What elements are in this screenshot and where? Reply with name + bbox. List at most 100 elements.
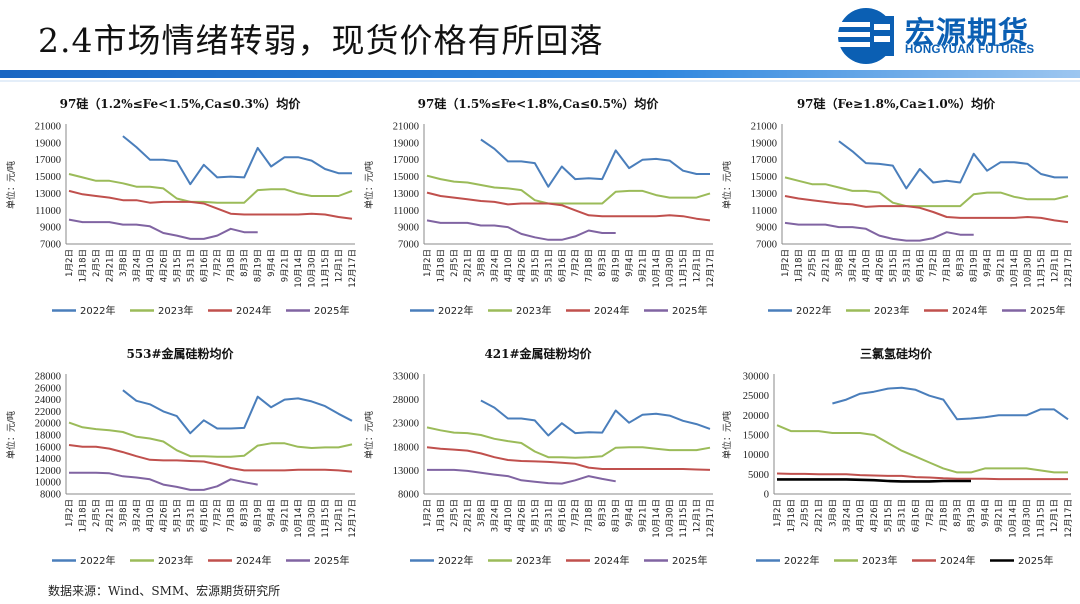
y-tick-label: 15000 bbox=[751, 172, 777, 183]
y-tick-label: 17000 bbox=[35, 155, 61, 166]
x-tick-label: 11月15日 bbox=[1036, 499, 1046, 538]
x-tick-label: 8月19日 bbox=[967, 499, 977, 532]
y-tick-label: 8000 bbox=[398, 490, 419, 501]
x-tick-label: 1月2日 bbox=[65, 249, 75, 277]
series-line-2023年 bbox=[426, 426, 711, 459]
x-tick-label: 8月19日 bbox=[970, 249, 980, 282]
x-tick-label: 2月21日 bbox=[821, 249, 831, 282]
x-tick-label: 2月5日 bbox=[92, 499, 102, 527]
x-tick-label: 7月2日 bbox=[213, 499, 223, 527]
x-tick-label: 5月15日 bbox=[531, 249, 541, 282]
x-tick-label: 4月10日 bbox=[146, 249, 156, 282]
legend-label: 2025年 bbox=[314, 304, 349, 317]
x-tick-label: 10月14日 bbox=[1009, 499, 1019, 538]
x-tick-label: 1月2日 bbox=[781, 249, 791, 277]
x-tick-label: 2月21日 bbox=[463, 499, 473, 532]
x-tick-label: 5月15日 bbox=[173, 499, 183, 532]
x-tick-label: 2月5日 bbox=[450, 499, 460, 527]
x-tick-label: 1月18日 bbox=[78, 499, 88, 532]
x-tick-label: 3月24日 bbox=[490, 249, 500, 282]
x-tick-label: 7月18日 bbox=[585, 499, 595, 532]
y-axis-label: 单位：元/吨 bbox=[721, 161, 733, 209]
x-tick-label: 12月1日 bbox=[1051, 249, 1061, 282]
x-tick-label: 10月14日 bbox=[294, 499, 304, 538]
y-tick-label: 18000 bbox=[393, 442, 419, 453]
legend-label: 2024年 bbox=[940, 554, 975, 567]
x-tick-label: 5月15日 bbox=[884, 499, 894, 532]
x-tick-label: 4月26日 bbox=[159, 249, 169, 282]
x-tick-label: 12月17日 bbox=[1064, 249, 1074, 288]
y-tick-label: 11000 bbox=[751, 206, 777, 217]
x-tick-label: 9月21日 bbox=[639, 249, 649, 282]
y-axis-label: 单位：元/吨 bbox=[721, 411, 733, 459]
y-tick-label: 28000 bbox=[35, 372, 61, 383]
x-tick-label: 3月24日 bbox=[132, 499, 142, 532]
x-tick-label: 4月10日 bbox=[504, 499, 514, 532]
legend-label: 2022年 bbox=[80, 304, 115, 317]
x-tick-label: 7月18日 bbox=[227, 499, 237, 532]
series-line-2025年 bbox=[784, 221, 974, 242]
series-line-2025年 bbox=[777, 478, 971, 483]
x-tick-label: 3月24日 bbox=[132, 249, 142, 282]
x-tick-label: 6月16日 bbox=[558, 499, 568, 532]
series-line-2024年 bbox=[426, 191, 711, 222]
x-tick-label: 12月1日 bbox=[693, 249, 703, 282]
x-tick-label: 2月5日 bbox=[92, 249, 102, 277]
hongyuan-logo-icon bbox=[838, 8, 894, 64]
header-divider bbox=[0, 80, 1080, 82]
legend-label: 2024年 bbox=[594, 554, 629, 567]
chart-553-powder: 553#金属硅粉均价 单位：元/吨 8000 10000 12000 14000 16000… bbox=[0, 342, 365, 577]
series-line-2023年 bbox=[426, 174, 711, 205]
x-tick-label: 1月2日 bbox=[65, 499, 75, 527]
x-tick-label: 1月18日 bbox=[436, 249, 446, 282]
legend-label: 2024年 bbox=[952, 304, 987, 317]
x-tick-label: 4月10日 bbox=[856, 499, 866, 532]
legend-label: 2024年 bbox=[236, 304, 271, 317]
x-tick-label: 8月3日 bbox=[240, 249, 250, 277]
x-tick-label: 9月21日 bbox=[995, 499, 1005, 532]
x-tick-label: 12月1日 bbox=[335, 499, 345, 532]
chart-title: 553#金属硅粉均价 bbox=[126, 346, 234, 361]
y-tick-label: 28000 bbox=[393, 395, 419, 406]
x-tick-label: 9月21日 bbox=[639, 499, 649, 532]
chart-title: 97硅（1.5%≤Fe<1.8%,Ca≤0.5%）均价 bbox=[418, 96, 660, 111]
x-tick-label: 1月18日 bbox=[787, 499, 797, 532]
chart-97si-2: 97硅（1.5%≤Fe<1.8%,Ca≤0.5%）均价 单位：元/吨 7000 900… bbox=[358, 92, 723, 327]
x-tick-label: 4月26日 bbox=[870, 499, 880, 532]
x-tick-label: 9月21日 bbox=[281, 249, 291, 282]
series-line-2025年 bbox=[426, 219, 616, 241]
y-tick-label: 9000 bbox=[40, 223, 61, 234]
x-tick-label: 3月8日 bbox=[477, 499, 487, 527]
x-tick-label: 11月15日 bbox=[679, 249, 689, 288]
x-tick-label: 4月10日 bbox=[504, 249, 514, 282]
x-tick-label: 10月14日 bbox=[294, 249, 304, 288]
legend-label: 2022年 bbox=[784, 554, 819, 567]
y-tick-label: 20000 bbox=[35, 419, 61, 430]
legend-label: 2023年 bbox=[516, 554, 551, 567]
x-tick-label: 3月24日 bbox=[848, 249, 858, 282]
chart-421-powder: 421#金属硅粉均价 单位：元/吨 8000 13000 18000 23000 28000… bbox=[358, 342, 723, 577]
y-axis-label: 单位：元/吨 bbox=[5, 161, 17, 209]
x-tick-label: 7月18日 bbox=[227, 249, 237, 282]
x-tick-label: 2月5日 bbox=[808, 249, 818, 277]
y-tick-label: 12000 bbox=[35, 466, 61, 477]
x-tick-label: 8月19日 bbox=[254, 249, 264, 282]
y-tick-label: 11000 bbox=[393, 206, 419, 217]
x-tick-label: 1月2日 bbox=[773, 499, 783, 527]
x-tick-label: 10月30日 bbox=[666, 249, 676, 288]
x-tick-label: 2月5日 bbox=[801, 499, 811, 527]
x-tick-label: 2月21日 bbox=[463, 249, 473, 282]
legend-label: 2023年 bbox=[862, 554, 897, 567]
chart-97si-1: 97硅（1.2%≤Fe<1.5%,Ca≤0.3%）均价 单位：元/吨 7000 900… bbox=[0, 92, 365, 327]
x-tick-label: 5月31日 bbox=[186, 249, 196, 282]
x-tick-label: 6月16日 bbox=[200, 499, 210, 532]
page-title: 2.4市场情绪转弱，现货价格有所回落 bbox=[38, 21, 604, 60]
legend-label: 2023年 bbox=[158, 554, 193, 567]
y-tick-label: 26000 bbox=[35, 383, 61, 394]
x-tick-label: 4月10日 bbox=[146, 499, 156, 532]
x-tick-label: 12月1日 bbox=[335, 249, 345, 282]
x-tick-label: 8月19日 bbox=[612, 499, 622, 532]
x-tick-label: 12月17日 bbox=[706, 499, 716, 538]
y-tick-label: 21000 bbox=[393, 122, 419, 133]
x-tick-label: 2月21日 bbox=[105, 499, 115, 532]
